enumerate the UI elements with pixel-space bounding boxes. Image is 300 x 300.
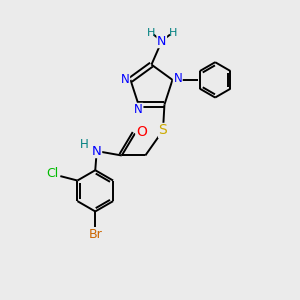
Text: O: O (136, 125, 147, 139)
Text: N: N (173, 72, 182, 85)
Text: Cl: Cl (46, 167, 58, 180)
Text: H: H (146, 28, 155, 38)
Text: Br: Br (88, 228, 102, 241)
Text: S: S (159, 124, 167, 137)
Text: N: N (121, 74, 130, 86)
Text: N: N (134, 103, 143, 116)
Text: H: H (169, 28, 177, 38)
Text: H: H (80, 138, 89, 151)
Text: N: N (92, 145, 102, 158)
Text: N: N (157, 34, 167, 48)
